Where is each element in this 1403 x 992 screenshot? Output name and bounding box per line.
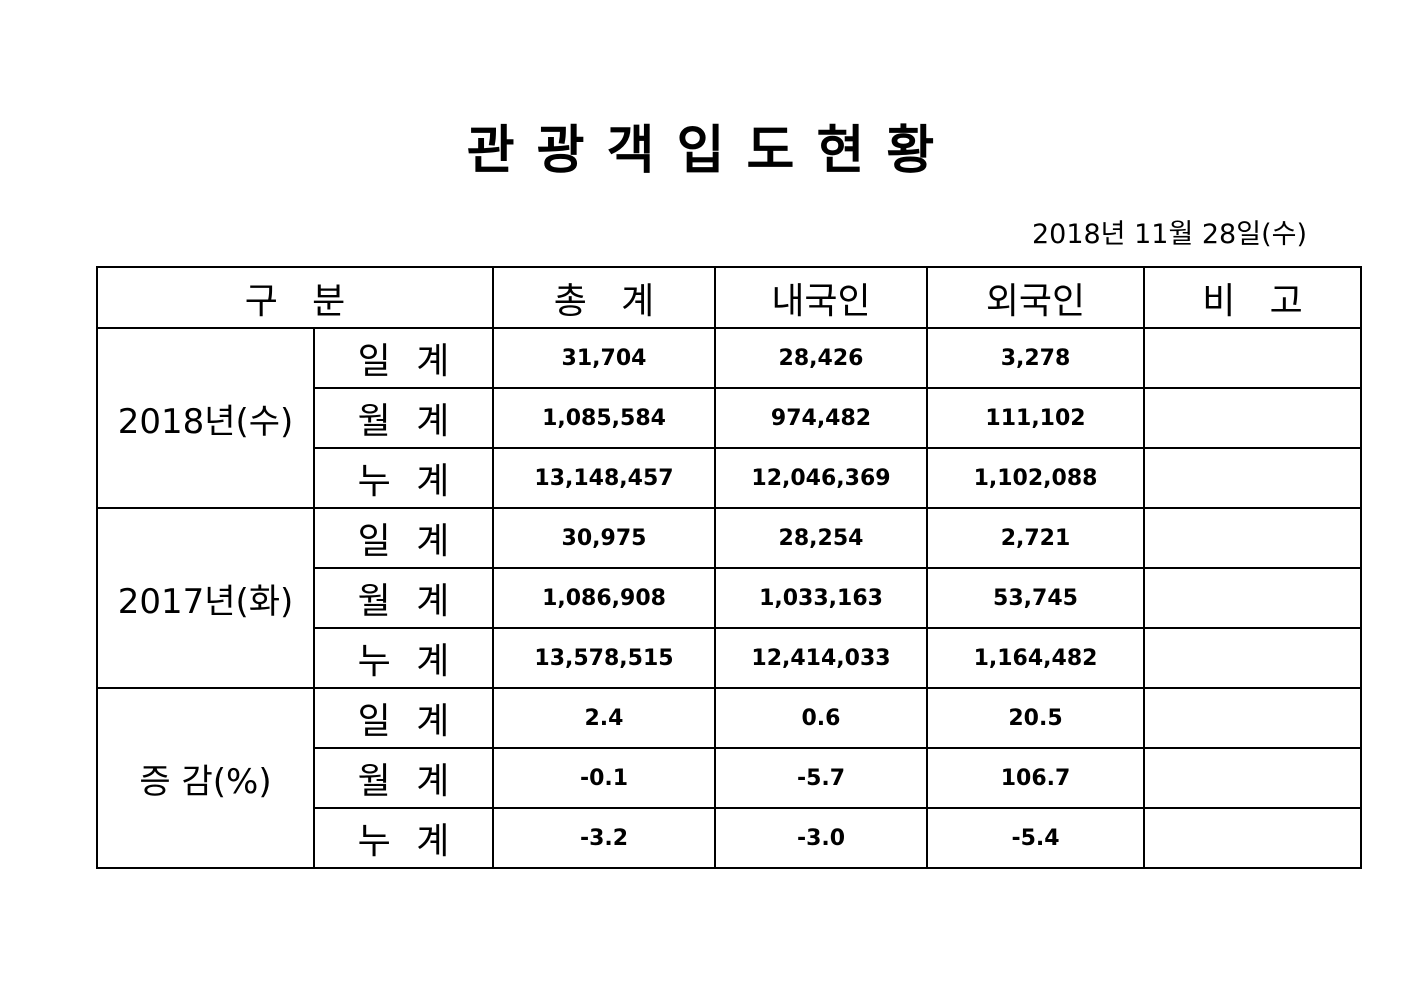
column-header: 구 분 [96,266,494,329]
row-label: 일 계 [313,687,494,749]
value-cell: 1,164,482 [926,627,1145,689]
table-body: 2018년(수) 일 계 31,704 28,426 3,278 월 계 1,085,584… [96,327,1362,869]
row-label: 누 계 [313,447,494,509]
table-row: 누 계 13,148,457 12,046,369 1,102,088 [97,447,1362,509]
table-row: 월 계 1,085,584 974,482 111,102 [97,387,1362,449]
note-cell [1143,507,1362,569]
value-cell: 111,102 [926,387,1145,449]
value-cell: -5.4 [926,807,1145,869]
row-label: 일 계 [313,507,494,569]
value-cell: 1,102,088 [926,447,1145,509]
value-cell: 30,975 [492,507,716,569]
row-label: 월 계 [313,387,494,449]
row-label: 누 계 [313,627,494,689]
note-cell [1143,747,1362,809]
note-cell [1143,627,1362,689]
table-row: 증 감(%) 일 계 2.4 0.6 20.5 [96,687,1362,869]
row-label: 월 계 [313,567,494,629]
value-cell: 31,704 [492,327,716,389]
column-header: 총 계 [492,266,716,329]
table-row: 월 계 -0.1 -5.7 106.7 [97,747,1362,809]
table-row: 월 계 1,086,908 1,033,163 53,745 [97,567,1362,629]
value-cell: 12,414,033 [714,627,928,689]
value-cell: 20.5 [926,687,1145,749]
value-cell: 53,745 [926,567,1145,629]
row-label: 월 계 [313,747,494,809]
value-cell: 0.6 [714,687,928,749]
group-label: 증 감(%) [96,687,315,869]
row-label: 누 계 [313,807,494,869]
column-header: 외국인 [926,266,1145,329]
value-cell: 13,148,457 [492,447,716,509]
note-cell [1143,687,1362,749]
value-cell: 1,033,163 [714,567,928,629]
table-row: 2018년(수) 일 계 31,704 28,426 3,278 [96,327,1362,509]
value-cell: 2,721 [926,507,1145,569]
value-cell: -3.2 [492,807,716,869]
value-cell: 28,254 [714,507,928,569]
column-header: 내국인 [714,266,928,329]
table-row: 누 계 -3.2 -3.0 -5.4 [97,807,1362,869]
value-cell: 3,278 [926,327,1145,389]
column-header: 비 고 [1143,266,1362,329]
value-cell: 1,085,584 [492,387,716,449]
note-cell [1143,387,1362,449]
title: 관 광 객 입 도 현 황 [466,121,937,181]
table-row: 2017년(화) 일 계 30,975 28,254 2,721 [96,507,1362,689]
note-cell [1143,567,1362,629]
value-cell: 1,086,908 [492,567,716,629]
value-cell: 12,046,369 [714,447,928,509]
row-label: 일 계 [313,327,494,389]
value-cell: 13,578,515 [492,627,716,689]
value-cell: -0.1 [492,747,716,809]
note-cell [1143,447,1362,509]
value-cell: 28,426 [714,327,928,389]
value-cell: -3.0 [714,807,928,869]
value-cell: -5.7 [714,747,928,809]
value-cell: 974,482 [714,387,928,449]
note-cell [1143,327,1362,389]
note-cell [1143,807,1362,869]
value-cell: 106.7 [926,747,1145,809]
group-label: 2017년(화) [96,507,315,689]
value-cell: 2.4 [492,687,716,749]
date: 2018년 11월 28일(수) [1031,219,1307,250]
group-label: 2018년(수) [96,327,315,509]
table-row: 누 계 13,578,515 12,414,033 1,164,482 [97,627,1362,689]
